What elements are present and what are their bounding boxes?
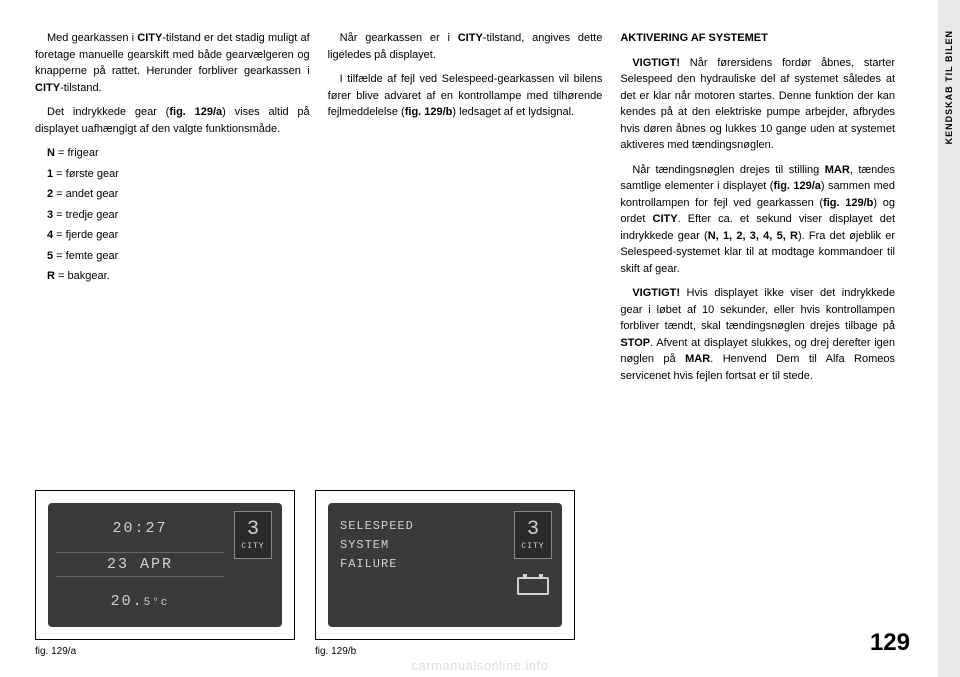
col2-para1: Når gearkassen er i CITY-tilstand, angiv… [328,30,603,63]
column-2: Når gearkassen er i CITY-tilstand, angiv… [328,30,603,392]
display-a-right: 3 CITY [232,511,274,619]
gear-item: 2 = andet gear [35,186,310,203]
figure-a-caption: fig. 129/a [35,646,295,657]
gear-number: 3 [527,520,539,540]
gear-number: 3 [247,520,259,540]
col3-para1: VIGTIGT! Når førersidens fordør åbnes, s… [620,55,895,154]
battery-icon [517,577,549,595]
col3-heading: AKTIVERING AF SYSTEMET [620,30,895,47]
display-a-left: 20:27 23 APR 20.5°c [56,511,224,619]
gear-item: R = bakgear. [35,268,310,285]
gear-list: N = frigear 1 = første gear 2 = andet ge… [35,145,310,285]
col1-para1: Med gearkassen i CITY-tilstand er det st… [35,30,310,96]
display-temp: 20.5°c [56,590,224,613]
gear-item: 3 = tredje gear [35,207,310,224]
figures-row: 20:27 23 APR 20.5°c 3 CITY fig. 129/a [35,490,575,657]
section-tab-label: KENDSKAB TIL BILEN [944,30,954,144]
column-1: Med gearkassen i CITY-tilstand er det st… [35,30,310,392]
manual-page: KENDSKAB TIL BILEN Med gearkassen i CITY… [0,0,960,677]
gear-mode: CITY [521,542,544,551]
failure-line3: FAILURE [340,555,500,574]
gear-item: 1 = første gear [35,166,310,183]
display-time: 20:27 [56,517,224,540]
page-number: 129 [870,629,910,657]
col1-para2: Det indrykkede gear (fig. 129/a) vises a… [35,104,310,137]
col3-para2: Når tændingsnøglen drejes til stilling M… [620,162,895,278]
gear-mode: CITY [241,542,264,551]
watermark: carmanualsonline.info [412,658,549,673]
failure-line2: SYSTEM [340,536,500,555]
failure-line1: SELESPEED [340,517,500,536]
gear-indicator: 3 CITY [514,511,552,559]
gear-indicator: 3 CITY [234,511,272,559]
display-b-right: 3 CITY [512,511,554,619]
col3-para3: VIGTIGT! Hvis displayet ikke viser det i… [620,285,895,384]
gear-item: N = frigear [35,145,310,162]
display-screen-b: SELESPEED SYSTEM FAILURE 3 CITY [328,503,562,627]
display-b-left: SELESPEED SYSTEM FAILURE [336,511,504,619]
figure-b: SELESPEED SYSTEM FAILURE 3 CITY fig. 129… [315,490,575,657]
figure-b-caption: fig. 129/b [315,646,575,657]
figure-a-frame: 20:27 23 APR 20.5°c 3 CITY [35,490,295,640]
column-3: AKTIVERING AF SYSTEMET VIGTIGT! Når føre… [620,30,895,392]
display-date: 23 APR [56,552,224,577]
gear-item: 4 = fjerde gear [35,227,310,244]
col2-para2: I tilfælde af fejl ved Selespeed-gearkas… [328,71,603,121]
section-tab: KENDSKAB TIL BILEN [938,0,960,677]
gear-item: 5 = femte gear [35,248,310,265]
text-columns: Med gearkassen i CITY-tilstand er det st… [35,30,895,392]
figure-b-frame: SELESPEED SYSTEM FAILURE 3 CITY [315,490,575,640]
display-screen-a: 20:27 23 APR 20.5°c 3 CITY [48,503,282,627]
figure-a: 20:27 23 APR 20.5°c 3 CITY fig. 129/a [35,490,295,657]
